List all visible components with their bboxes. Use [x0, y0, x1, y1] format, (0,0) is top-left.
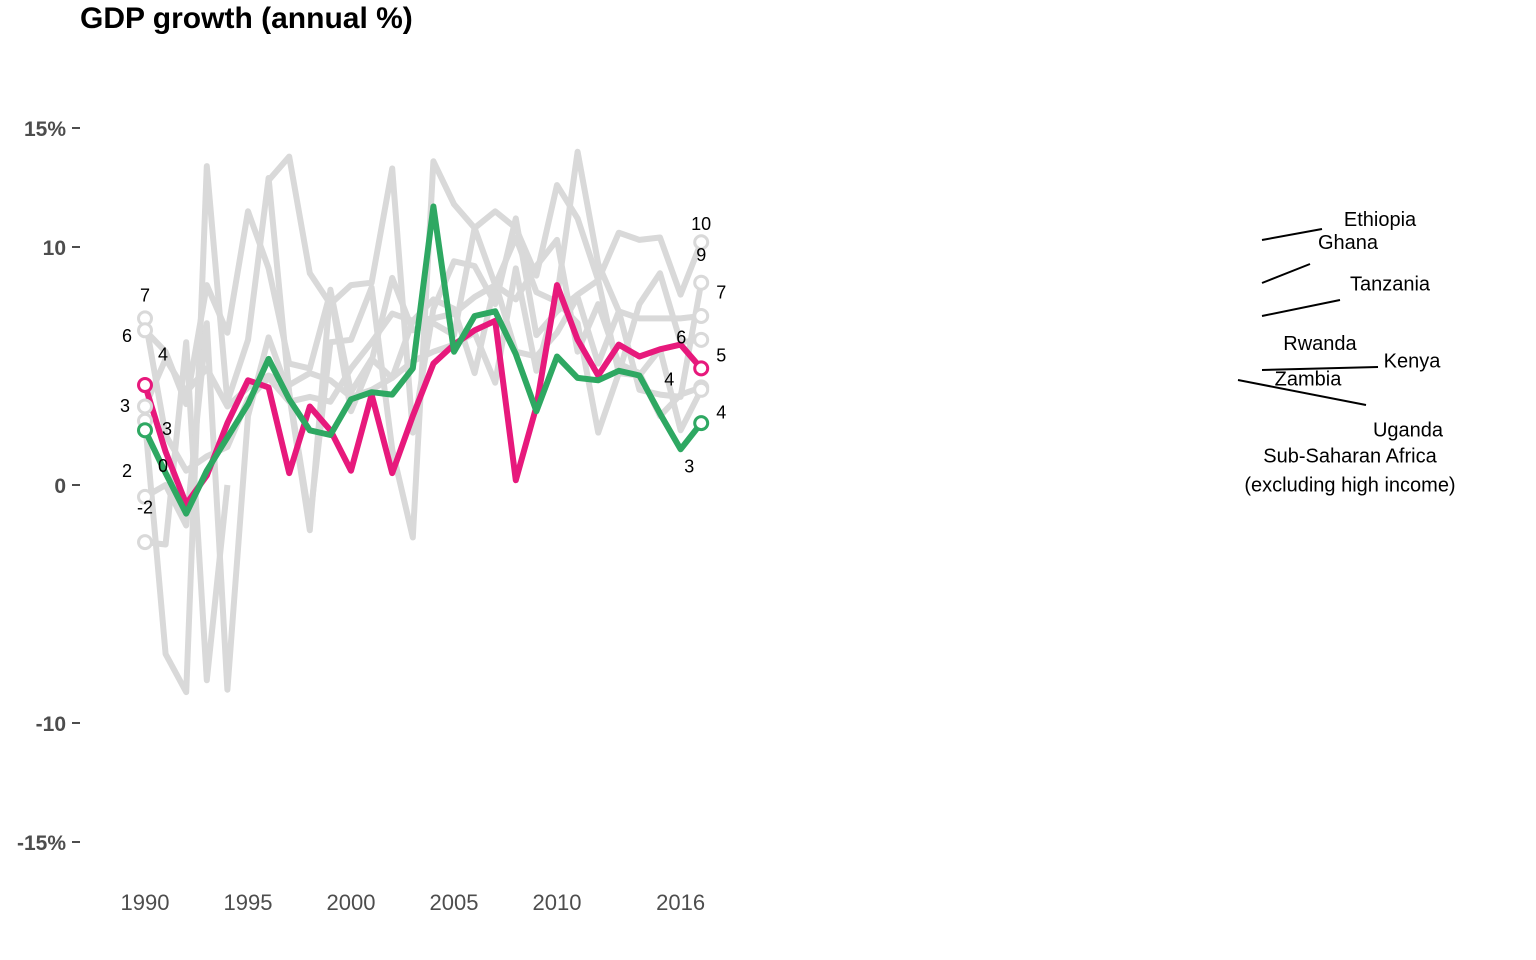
series-start-marker — [137, 488, 153, 505]
series-name-label: Sub-Saharan Africa — [1263, 446, 1437, 468]
start-value-label: 4 — [158, 344, 168, 364]
series-name-label: Ethiopia — [1344, 209, 1417, 231]
y-tick-label: -10 — [36, 713, 66, 736]
label-leader-line — [1261, 299, 1341, 317]
x-tick-label: 2016 — [656, 890, 705, 915]
start-value-label: 3 — [162, 419, 172, 439]
series-line — [142, 282, 704, 507]
series-name-label: Uganda — [1373, 419, 1444, 441]
series-name-label: Rwanda — [1283, 333, 1357, 355]
end-value-label: 7 — [716, 283, 726, 303]
end-value-label: 4 — [664, 370, 674, 390]
end-value-label: 6 — [676, 327, 686, 347]
series-end-marker — [693, 381, 710, 398]
label-leader-line — [1237, 379, 1367, 406]
start-value-label: 7 — [140, 286, 150, 306]
series-name-label: Kenya — [1384, 351, 1442, 373]
series-end-marker — [693, 274, 710, 291]
y-tick-label: 15% — [24, 118, 66, 141]
series-start-marker — [137, 377, 153, 394]
series-start-marker — [137, 422, 153, 439]
y-tick-label: -15% — [17, 832, 66, 855]
x-tick-label: 1990 — [121, 890, 170, 915]
x-tick-label: 1995 — [224, 890, 273, 915]
series-line — [144, 339, 231, 684]
end-value-label: 3 — [684, 457, 694, 477]
start-value-label: -2 — [137, 497, 153, 517]
start-value-label: 0 — [158, 456, 168, 476]
end-value-label: 10 — [691, 214, 711, 234]
label-leader-line — [1261, 366, 1379, 371]
series-name-label: (excluding high income) — [1244, 474, 1455, 496]
y-tick-label: 0 — [54, 475, 66, 498]
axes: 15% 10 0 -10 -15% 1990 1995 2000 2005 2010 2016 — [17, 118, 705, 915]
start-value-label: 6 — [122, 326, 132, 346]
series-name-label: Tanzania — [1350, 274, 1431, 296]
series-line — [142, 203, 704, 517]
series-line — [142, 158, 704, 696]
series-name-label: Zambia — [1275, 369, 1343, 391]
x-tick-label: 2005 — [430, 890, 479, 915]
series-end-marker — [693, 234, 710, 251]
label-leader-line — [1261, 228, 1323, 241]
x-tick-label: 2000 — [327, 890, 376, 915]
series-line — [266, 153, 702, 436]
y-tick-label: 10 — [43, 237, 66, 260]
series-start-marker — [137, 398, 153, 415]
series-start-marker — [137, 534, 153, 551]
series-end-marker — [693, 308, 710, 325]
series-line — [142, 208, 704, 436]
end-value-label: 9 — [696, 245, 706, 265]
series-line — [143, 236, 703, 693]
end-value-label: 5 — [716, 346, 726, 366]
background-series — [142, 148, 705, 696]
start-value-label: 3 — [120, 396, 130, 416]
start-value-label: 2 — [122, 461, 132, 481]
series-end-marker — [693, 415, 710, 432]
series-name-label: Ghana — [1318, 232, 1379, 254]
label-leader-lines — [1237, 228, 1379, 406]
highlight-series — [142, 203, 704, 517]
endpoint-markers — [137, 234, 710, 551]
end-value-label: 4 — [716, 402, 726, 422]
series-end-marker — [693, 360, 710, 377]
series-start-marker — [137, 322, 153, 339]
x-tick-label: 2010 — [533, 890, 582, 915]
label-leader-line — [1261, 263, 1311, 284]
chart-title: GDP growth (annual %) — [80, 2, 413, 35]
series-end-marker — [693, 331, 710, 348]
